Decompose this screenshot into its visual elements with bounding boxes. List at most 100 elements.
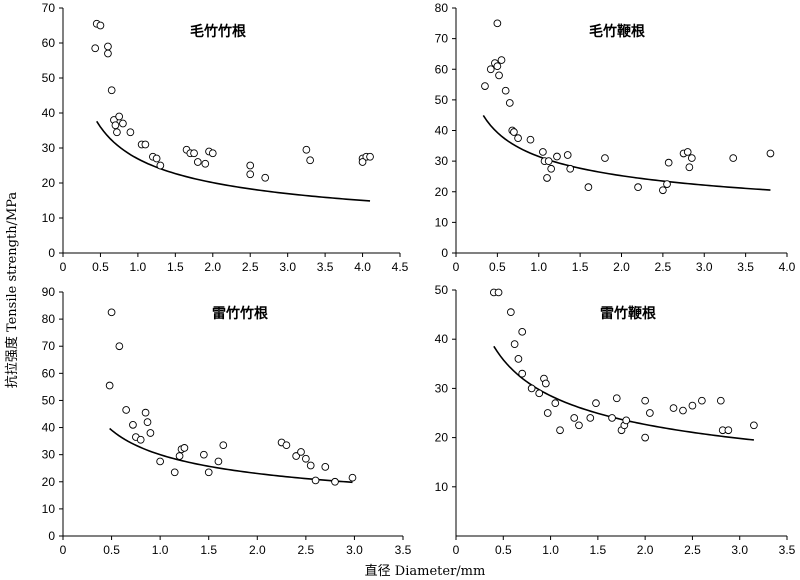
data-point — [612, 394, 621, 403]
x-tick-label: 1.0 — [152, 543, 169, 557]
x-tick-label: 2.5 — [298, 543, 315, 557]
x-tick-label: 0 — [60, 543, 67, 557]
data-point — [146, 429, 155, 437]
y-tick-label: 50 — [42, 393, 56, 407]
ticks: 0 0.5 1.0 1.5 2.0 2.5 3.0 3.5 4.0 0 10 20 30 40 50 60 70… — [435, 1, 796, 274]
y-tick-label: 10 — [435, 215, 449, 229]
data-point — [570, 414, 579, 422]
y-tick-label: 20 — [42, 176, 56, 190]
x-tick-label: 2.0 — [204, 260, 221, 274]
x-tick-label: 1.0 — [130, 260, 147, 274]
y-tick-label: 40 — [435, 332, 449, 346]
data-point — [518, 369, 527, 378]
y-tick-label: 60 — [42, 366, 56, 380]
x-tick-label: 2.5 — [655, 260, 672, 274]
data-point — [141, 140, 150, 149]
data-point — [514, 355, 523, 363]
x-tick-label: 0.5 — [489, 260, 506, 274]
data-point — [136, 435, 145, 444]
data-point — [292, 452, 300, 460]
y-tick-label: 30 — [42, 141, 56, 155]
data-point — [115, 342, 124, 351]
data-point — [321, 463, 330, 471]
data-point — [493, 19, 502, 28]
data-point — [688, 401, 697, 410]
data-point — [505, 99, 514, 107]
data-point — [141, 408, 150, 417]
panel-title: 毛竹竹根 — [190, 23, 247, 40]
x-tick-label: 3.5 — [779, 543, 796, 557]
y-tick-label: 50 — [42, 71, 56, 85]
data-point — [261, 173, 270, 182]
y-tick-label: 60 — [42, 36, 56, 50]
data-points — [481, 19, 775, 195]
data-point — [551, 399, 560, 408]
data-point — [170, 468, 179, 477]
data-point — [246, 170, 255, 179]
data-point — [193, 158, 202, 166]
y-tick-label: 20 — [42, 475, 56, 489]
y-tick-label: 30 — [435, 154, 449, 168]
data-points — [489, 288, 758, 442]
y-tick-label: 80 — [435, 1, 449, 15]
y-tick-label: 50 — [435, 283, 449, 297]
y-tick-label: 30 — [42, 448, 56, 462]
data-points — [91, 19, 374, 182]
x-tick-label: 1.5 — [167, 260, 184, 274]
y-tick-label: 10 — [42, 502, 56, 516]
y-tick-label: 40 — [42, 421, 56, 435]
data-point — [641, 433, 649, 442]
data-point — [518, 327, 527, 336]
data-point — [501, 86, 510, 95]
data-point — [107, 86, 116, 95]
data-point — [659, 186, 667, 195]
data-point — [208, 149, 217, 158]
data-point — [156, 457, 164, 466]
y-tick-label: 40 — [42, 106, 56, 120]
panel-mao-bamboo-rhizome-root: 毛竹鞭根 0 0.5 1.0 1.5 2.0 2.5 3.0 3.5 4.0 0 10 20 30 40 5… — [435, 1, 796, 274]
data-point — [311, 476, 320, 485]
data-point — [646, 409, 654, 417]
data-point — [204, 468, 213, 477]
data-point — [766, 149, 775, 158]
data-point — [129, 420, 137, 429]
fit-curve — [96, 120, 371, 202]
data-point — [302, 454, 310, 463]
data-point — [592, 399, 600, 408]
data-point — [246, 161, 255, 170]
data-point — [601, 154, 609, 162]
data-point — [575, 421, 583, 430]
y-tick-label: 40 — [435, 124, 449, 138]
data-point — [664, 158, 673, 167]
data-point — [190, 149, 198, 158]
data-point — [91, 44, 100, 53]
data-point — [510, 128, 518, 136]
x-tick-label: 0.5 — [103, 543, 120, 557]
x-tick-label: 0.5 — [495, 543, 512, 557]
data-point — [119, 119, 127, 128]
y-tick-label: 0 — [48, 246, 55, 260]
data-point — [541, 379, 550, 388]
data-point — [200, 450, 208, 459]
y-tick-label: 20 — [435, 185, 449, 199]
x-tick-label: 3.5 — [737, 260, 754, 274]
data-point — [219, 441, 228, 450]
fit-curve — [109, 427, 353, 484]
panel-title: 雷竹竹根 — [212, 305, 269, 322]
data-point — [481, 82, 489, 90]
data-point — [556, 426, 564, 435]
data-point — [126, 128, 135, 137]
x-axis-label: 直径 Diameter/mm — [365, 564, 486, 579]
x-tick-label: 4.5 — [392, 260, 409, 274]
y-tick-label: 20 — [435, 431, 449, 445]
data-point — [105, 381, 114, 390]
data-point — [634, 183, 642, 192]
data-point — [306, 461, 315, 470]
data-point — [201, 159, 210, 168]
data-point — [96, 21, 105, 30]
data-point — [366, 152, 374, 161]
data-point — [683, 148, 692, 156]
data-point — [507, 308, 515, 316]
x-tick-label: 2.5 — [684, 543, 701, 557]
